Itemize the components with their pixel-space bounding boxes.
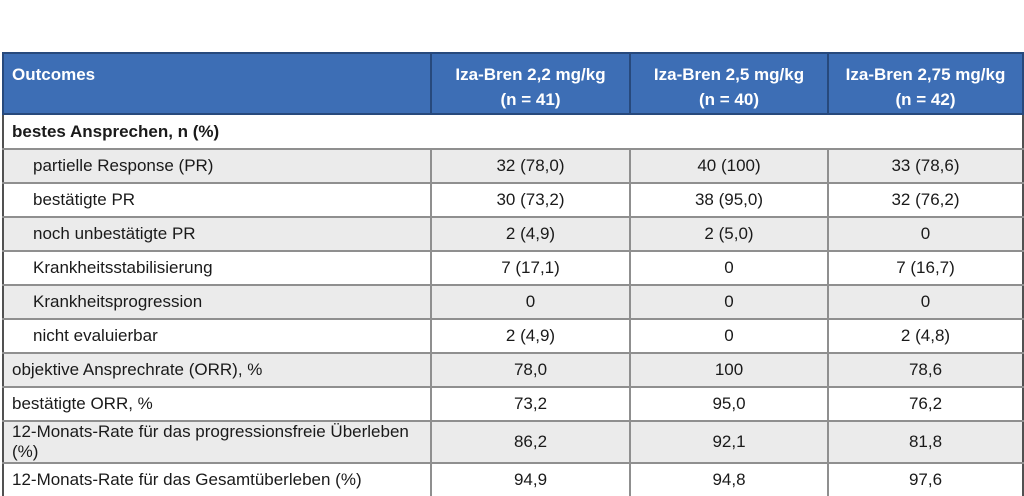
table-row-orr: objektive Ansprechrate (ORR), % 78,0 100… [2,352,1024,388]
cell-value: 94,8 [629,462,829,496]
cell-value: 0 [629,250,829,286]
cell-value: 92,1 [629,420,829,464]
row-label: 12-Monats-Rate für das Gesamtüberleben (… [2,462,432,496]
cell-value: 2 (4,8) [827,318,1024,354]
table-row-disease-progression: Krankheitsprogression 0 0 0 [2,284,1024,320]
cell-value: 40 (100) [629,148,829,184]
cell-value: 78,0 [430,352,631,388]
cell-value: 33 (78,6) [827,148,1024,184]
cell-value: 32 (76,2) [827,182,1024,218]
outcomes-table: Outcomes Iza-Bren 2,2 mg/kg (n = 41) Iza… [2,52,1024,496]
row-label: 12-Monats-Rate für das progressionsfreie… [2,420,432,464]
table-row-partial-response: partielle Response (PR) 32 (78,0) 40 (10… [2,148,1024,184]
header-outcomes: Outcomes [2,52,432,115]
row-label: bestätigte ORR, % [2,386,432,422]
cell-value: 0 [827,284,1024,320]
cell-value: 95,0 [629,386,829,422]
row-label: Krankheitsprogression [2,284,432,320]
header-outcomes-label: Outcomes [12,65,96,84]
cell-value: 97,6 [827,462,1024,496]
header-dose-2-2: Iza-Bren 2,2 mg/kg (n = 41) [430,52,631,115]
header-dose-2-5-n: (n = 40) [699,89,759,109]
cell-value: 73,2 [430,386,631,422]
row-label: objektive Ansprechrate (ORR), % [2,352,432,388]
row-label: Krankheitsstabilisierung [2,250,432,286]
header-dose-2-75: Iza-Bren 2,75 mg/kg (n = 42) [827,52,1024,115]
cell-value: 100 [629,352,829,388]
table-row-confirmed-orr: bestätigte ORR, % 73,2 95,0 76,2 [2,386,1024,422]
table-row-12month-os: 12-Monats-Rate für das Gesamtüberleben (… [2,462,1024,496]
cell-value: 7 (17,1) [430,250,631,286]
header-dose-2-2-n: (n = 41) [500,89,561,109]
cell-value: 38 (95,0) [629,182,829,218]
cell-value: 2 (4,9) [430,216,631,252]
section-header-label: bestes Ansprechen, n (%) [2,113,1024,150]
cell-value: 0 [629,284,829,320]
header-dose-2-75-name: Iza-Bren 2,75 mg/kg [845,65,1006,84]
cell-value: 94,9 [430,462,631,496]
cell-value: 86,2 [430,420,631,464]
outcomes-table-wrapper: Outcomes Iza-Bren 2,2 mg/kg (n = 41) Iza… [2,52,1024,496]
cell-value: 76,2 [827,386,1024,422]
row-label: nicht evaluierbar [2,318,432,354]
row-label: partielle Response (PR) [2,148,432,184]
header-dose-2-2-name: Iza-Bren 2,2 mg/kg [455,65,606,84]
cell-value: 0 [430,284,631,320]
table-row-not-evaluable: nicht evaluierbar 2 (4,9) 0 2 (4,8) [2,318,1024,354]
table-row-disease-stabilization: Krankheitsstabilisierung 7 (17,1) 0 7 (1… [2,250,1024,286]
cell-value: 32 (78,0) [430,148,631,184]
cell-value: 0 [629,318,829,354]
cell-value: 2 (4,9) [430,318,631,354]
table-row-12month-pfs: 12-Monats-Rate für das progressionsfreie… [2,420,1024,464]
row-label: bestätigte PR [2,182,432,218]
header-dose-2-75-n: (n = 42) [895,89,956,109]
cell-value: 78,6 [827,352,1024,388]
row-label: noch unbestätigte PR [2,216,432,252]
header-row: Outcomes Iza-Bren 2,2 mg/kg (n = 41) Iza… [2,52,1024,115]
section-row-best-response: bestes Ansprechen, n (%) [2,113,1024,150]
cell-value: 81,8 [827,420,1024,464]
table-row-confirmed-pr: bestätigte PR 30 (73,2) 38 (95,0) 32 (76… [2,182,1024,218]
cell-value: 7 (16,7) [827,250,1024,286]
table-row-unconfirmed-pr: noch unbestätigte PR 2 (4,9) 2 (5,0) 0 [2,216,1024,252]
cell-value: 30 (73,2) [430,182,631,218]
cell-value: 0 [827,216,1024,252]
header-dose-2-5-name: Iza-Bren 2,5 mg/kg [653,65,805,84]
header-dose-2-5: Iza-Bren 2,5 mg/kg (n = 40) [629,52,829,115]
cell-value: 2 (5,0) [629,216,829,252]
